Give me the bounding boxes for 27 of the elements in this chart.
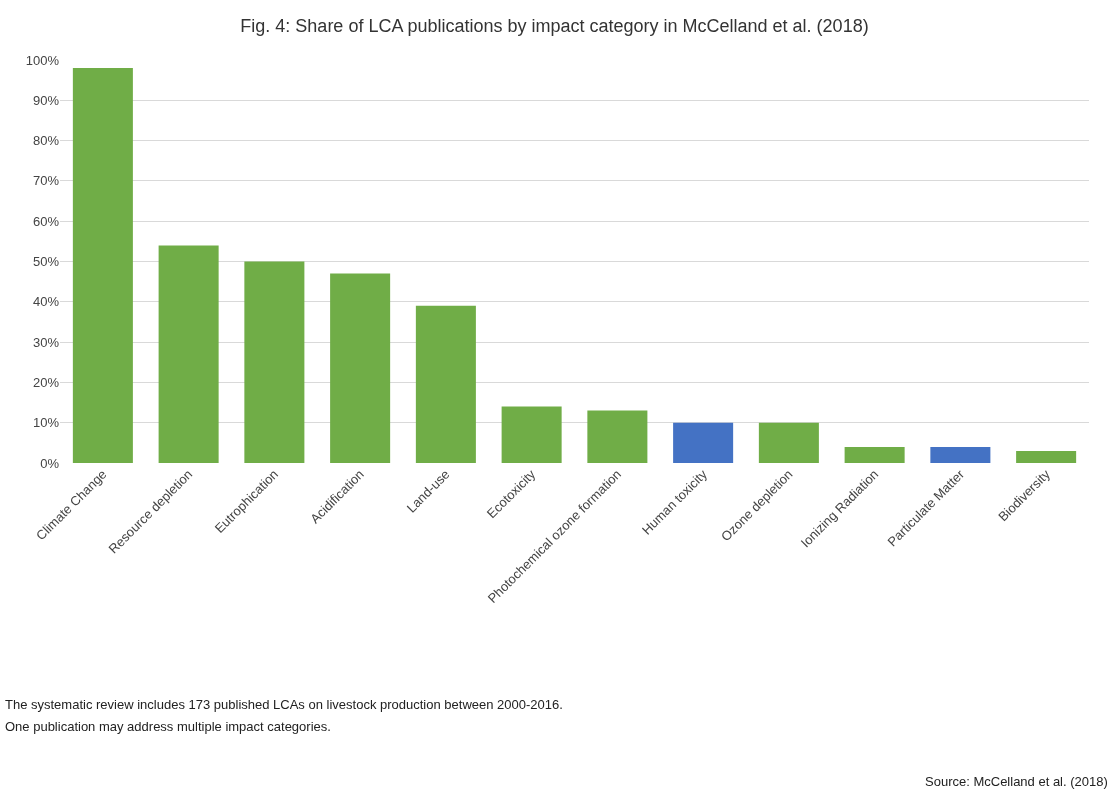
bar [501, 406, 562, 463]
y-tick-label: 20% [32, 374, 60, 390]
y-tick-label: 90% [32, 92, 60, 108]
bar [758, 422, 819, 463]
y-tick-label: 50% [32, 254, 60, 270]
chart-title: Fig. 4: Share of LCA publications by impact category in McCelland et al. (2018) [240, 16, 869, 37]
bar [1016, 450, 1077, 463]
y-tick-label: 80% [32, 133, 60, 149]
bar [158, 245, 219, 463]
y-tick-label: 0% [40, 455, 60, 471]
y-tick-label: 100% [25, 52, 60, 68]
bar [844, 446, 905, 463]
y-tick-label: 40% [32, 294, 60, 310]
bar [587, 410, 648, 463]
y-tick-label: 10% [32, 415, 60, 431]
y-tick-label: 60% [32, 213, 60, 229]
bar [673, 422, 734, 463]
bar [415, 305, 476, 463]
bar [330, 273, 391, 463]
bar [930, 446, 991, 463]
bar [72, 68, 133, 463]
source-note: Source: McCelland et al. (2018) [925, 774, 1108, 789]
y-tick-label: 30% [32, 334, 60, 350]
text: The systematic review includes 173 published LCAs on livestock production between 2000-2016. [5, 697, 563, 712]
text: One publication may address multiple impact categories. [5, 719, 331, 734]
bar [244, 261, 305, 463]
y-tick-label: 70% [32, 173, 60, 189]
